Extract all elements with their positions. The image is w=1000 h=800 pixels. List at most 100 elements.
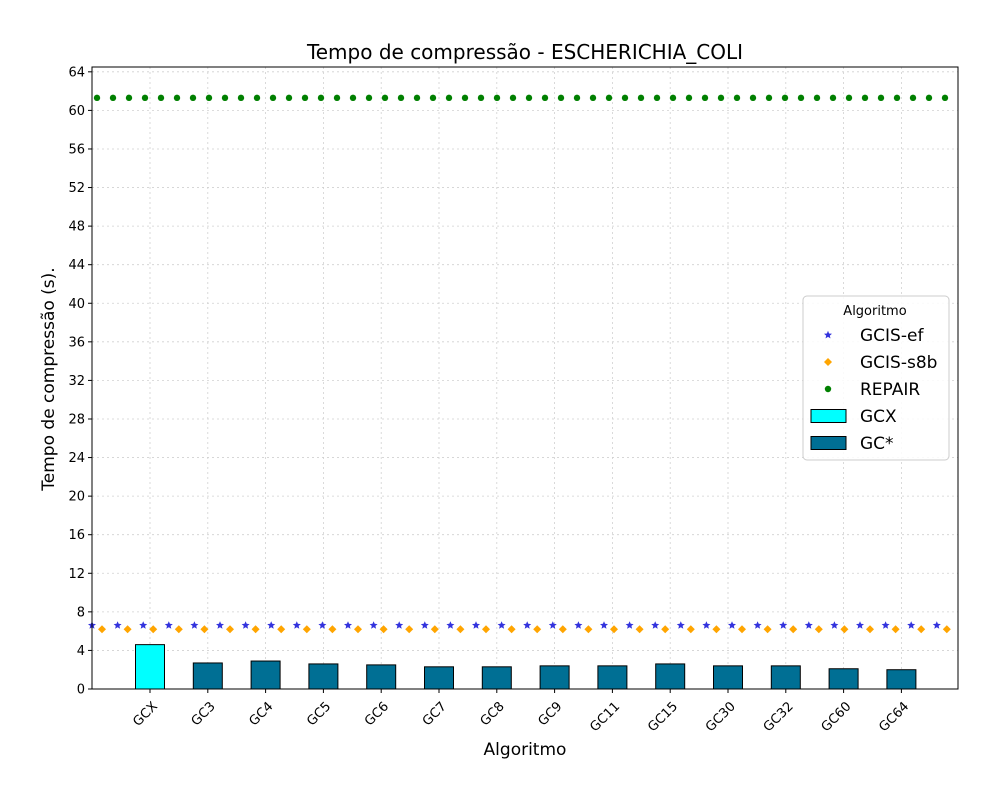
gcis-ef-point xyxy=(241,621,250,629)
repair-point xyxy=(189,94,197,102)
gcis-ef-point xyxy=(139,621,148,629)
y-axis-label: Tempo de compressão (s). xyxy=(39,267,59,491)
gcis-s8b-point xyxy=(686,625,695,634)
repair-point xyxy=(285,94,293,102)
repair-point xyxy=(877,94,885,102)
gcis-ef-point xyxy=(523,621,532,629)
repair-point xyxy=(605,94,613,102)
gcis-s8b-point xyxy=(379,625,388,634)
repair-point xyxy=(157,94,165,102)
gcis-ef-point xyxy=(420,621,429,629)
repair-point xyxy=(429,94,437,102)
gcis-s8b-point xyxy=(738,625,746,634)
repair-point xyxy=(477,94,485,102)
gcis-s8b-point xyxy=(891,625,900,634)
chart-title: Tempo de compressão - ESCHERICHIA_COLI xyxy=(306,40,743,64)
gcis-ef-point xyxy=(728,621,736,629)
gcis-ef-point xyxy=(804,621,813,629)
repair-point xyxy=(525,94,533,102)
y-tick-label: 48 xyxy=(68,220,85,235)
y-tick-label: 32 xyxy=(68,374,85,389)
gcis-ef-point xyxy=(190,621,199,629)
repair-point xyxy=(269,94,277,102)
gcis-ef-point xyxy=(702,621,711,629)
gcis-s8b-point xyxy=(251,625,260,634)
repair-point xyxy=(717,94,725,102)
legend-label: GCIS-s8b xyxy=(860,353,937,373)
bar xyxy=(192,662,223,690)
repair-point xyxy=(829,94,837,102)
gcis-s8b-point xyxy=(200,625,209,634)
y-tick-label: 4 xyxy=(77,644,85,659)
repair-point xyxy=(221,94,229,102)
gcis-ef-point xyxy=(164,621,173,629)
gcis-ef-point xyxy=(344,621,352,629)
repair-point xyxy=(125,94,133,102)
repair-point xyxy=(733,94,741,102)
legend-swatch xyxy=(810,436,847,450)
gcis-ef-point xyxy=(395,621,404,629)
gcis-s8b-point xyxy=(302,625,311,634)
legend-title: Algoritmo xyxy=(843,304,906,319)
legend-marker xyxy=(824,385,832,393)
repair-point xyxy=(381,94,389,102)
gcis-ef-point xyxy=(497,621,506,629)
gcis-ef-point xyxy=(216,621,224,629)
gcis-s8b-point xyxy=(917,625,926,634)
gcis-s8b-point xyxy=(405,625,414,634)
gcis-s8b-point xyxy=(149,625,158,634)
repair-point xyxy=(893,94,901,102)
gcis-s8b-point xyxy=(354,625,362,634)
legend-swatch xyxy=(810,409,847,423)
bar xyxy=(770,665,801,690)
gcis-ef-point xyxy=(574,621,583,629)
gcis-s8b-point xyxy=(482,625,490,634)
repair-point xyxy=(765,94,773,102)
gcis-s8b-point xyxy=(328,625,337,634)
repair-point xyxy=(637,94,645,102)
repair-point xyxy=(205,94,213,102)
y-tick-label: 56 xyxy=(68,142,85,157)
gcis-ef-point xyxy=(113,621,122,629)
gcis-ef-point xyxy=(548,621,557,629)
y-tick-label: 16 xyxy=(68,528,85,543)
repair-point xyxy=(685,94,693,102)
repair-point xyxy=(861,94,869,102)
repair-point xyxy=(365,94,373,102)
gcis-ef-point xyxy=(881,621,890,629)
gcis-ef-point xyxy=(932,621,941,629)
repair-point xyxy=(749,94,757,102)
bar xyxy=(135,644,165,690)
gcis-s8b-point xyxy=(661,625,670,634)
repair-point xyxy=(397,94,405,102)
gcis-s8b-point xyxy=(635,625,644,634)
gcis-s8b-point xyxy=(456,625,465,634)
gcis-ef-point xyxy=(318,621,327,629)
gcis-s8b-point xyxy=(277,625,286,634)
y-tick-label: 44 xyxy=(68,258,85,273)
repair-point xyxy=(669,94,677,102)
repair-point xyxy=(941,94,949,102)
y-tick-label: 64 xyxy=(68,65,85,80)
repair-point xyxy=(781,94,789,102)
gcis-s8b-point xyxy=(610,625,618,634)
gcis-ef-point xyxy=(446,621,455,629)
repair-point xyxy=(317,94,325,102)
repair-point xyxy=(253,94,261,102)
y-tick-label: 36 xyxy=(68,335,85,350)
gcis-ef-point xyxy=(267,621,276,629)
gcis-s8b-point xyxy=(226,625,234,634)
gcis-s8b-point xyxy=(174,625,183,634)
gcis-ef-point xyxy=(907,621,916,629)
gcis-s8b-point xyxy=(712,625,721,634)
legend-marker xyxy=(824,358,832,366)
bar xyxy=(597,665,628,690)
repair-point xyxy=(925,94,933,102)
gcis-s8b-point xyxy=(584,625,593,634)
repair-point xyxy=(493,94,501,102)
y-tick-label: 8 xyxy=(77,605,85,620)
bar xyxy=(308,663,339,690)
repair-point xyxy=(797,94,805,102)
gcis-s8b-point xyxy=(789,625,798,634)
